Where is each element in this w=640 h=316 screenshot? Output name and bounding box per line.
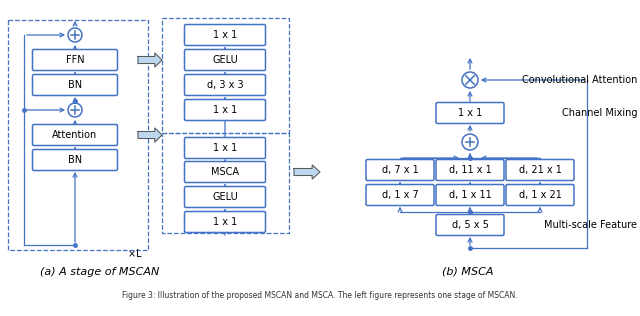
Text: d, 1 x 7: d, 1 x 7 (381, 190, 419, 200)
FancyBboxPatch shape (184, 211, 266, 233)
Polygon shape (138, 53, 162, 67)
FancyBboxPatch shape (33, 149, 118, 171)
Text: 1 x 1: 1 x 1 (213, 217, 237, 227)
FancyBboxPatch shape (184, 137, 266, 159)
Circle shape (68, 103, 82, 117)
Text: (b) MSCA: (b) MSCA (442, 267, 493, 277)
FancyBboxPatch shape (184, 75, 266, 95)
Text: MSCA: MSCA (211, 167, 239, 177)
FancyBboxPatch shape (184, 161, 266, 183)
Text: d, 21 x 1: d, 21 x 1 (518, 165, 561, 175)
Bar (8, 20, 148, 250)
Text: 1 x 1: 1 x 1 (458, 108, 482, 118)
Polygon shape (294, 165, 320, 179)
Text: BN: BN (68, 155, 82, 165)
Text: Figure 3: Illustration of the proposed MSCAN and MSCA. The left figure represent: Figure 3: Illustration of the proposed M… (122, 291, 518, 301)
Bar (162, 133, 289, 233)
Text: d, 1 x 21: d, 1 x 21 (518, 190, 561, 200)
Text: d, 5 x 5: d, 5 x 5 (452, 220, 488, 230)
FancyBboxPatch shape (436, 215, 504, 235)
Text: FFN: FFN (66, 55, 84, 65)
Polygon shape (138, 128, 162, 142)
FancyBboxPatch shape (436, 102, 504, 124)
Text: d, 11 x 1: d, 11 x 1 (449, 165, 492, 175)
FancyBboxPatch shape (506, 185, 574, 205)
Circle shape (462, 72, 478, 88)
FancyBboxPatch shape (184, 186, 266, 208)
FancyBboxPatch shape (366, 185, 434, 205)
Text: 1 x 1: 1 x 1 (213, 30, 237, 40)
Text: d, 1 x 11: d, 1 x 11 (449, 190, 492, 200)
FancyBboxPatch shape (33, 75, 118, 95)
Text: Convolutional Attention: Convolutional Attention (522, 75, 637, 85)
Text: d, 3 x 3: d, 3 x 3 (207, 80, 243, 90)
FancyBboxPatch shape (33, 50, 118, 70)
Text: 1 x 1: 1 x 1 (213, 143, 237, 153)
FancyBboxPatch shape (33, 125, 118, 145)
FancyBboxPatch shape (436, 160, 504, 180)
Text: Attention: Attention (52, 130, 98, 140)
Circle shape (68, 28, 82, 42)
FancyBboxPatch shape (436, 185, 504, 205)
Text: d, 7 x 1: d, 7 x 1 (381, 165, 419, 175)
Text: Channel Mixing: Channel Mixing (561, 108, 637, 118)
Text: BN: BN (68, 80, 82, 90)
Text: 1 x 1: 1 x 1 (213, 105, 237, 115)
Bar (162, 18, 289, 133)
FancyBboxPatch shape (366, 160, 434, 180)
Text: Multi-scale Feature: Multi-scale Feature (544, 220, 637, 230)
Text: (a) A stage of MSCAN: (a) A stage of MSCAN (40, 267, 160, 277)
Circle shape (462, 134, 478, 150)
FancyBboxPatch shape (184, 25, 266, 46)
FancyBboxPatch shape (506, 160, 574, 180)
Text: GELU: GELU (212, 192, 238, 202)
FancyBboxPatch shape (184, 50, 266, 70)
FancyBboxPatch shape (184, 100, 266, 120)
Text: $\times$L: $\times$L (127, 247, 143, 259)
Text: GELU: GELU (212, 55, 238, 65)
